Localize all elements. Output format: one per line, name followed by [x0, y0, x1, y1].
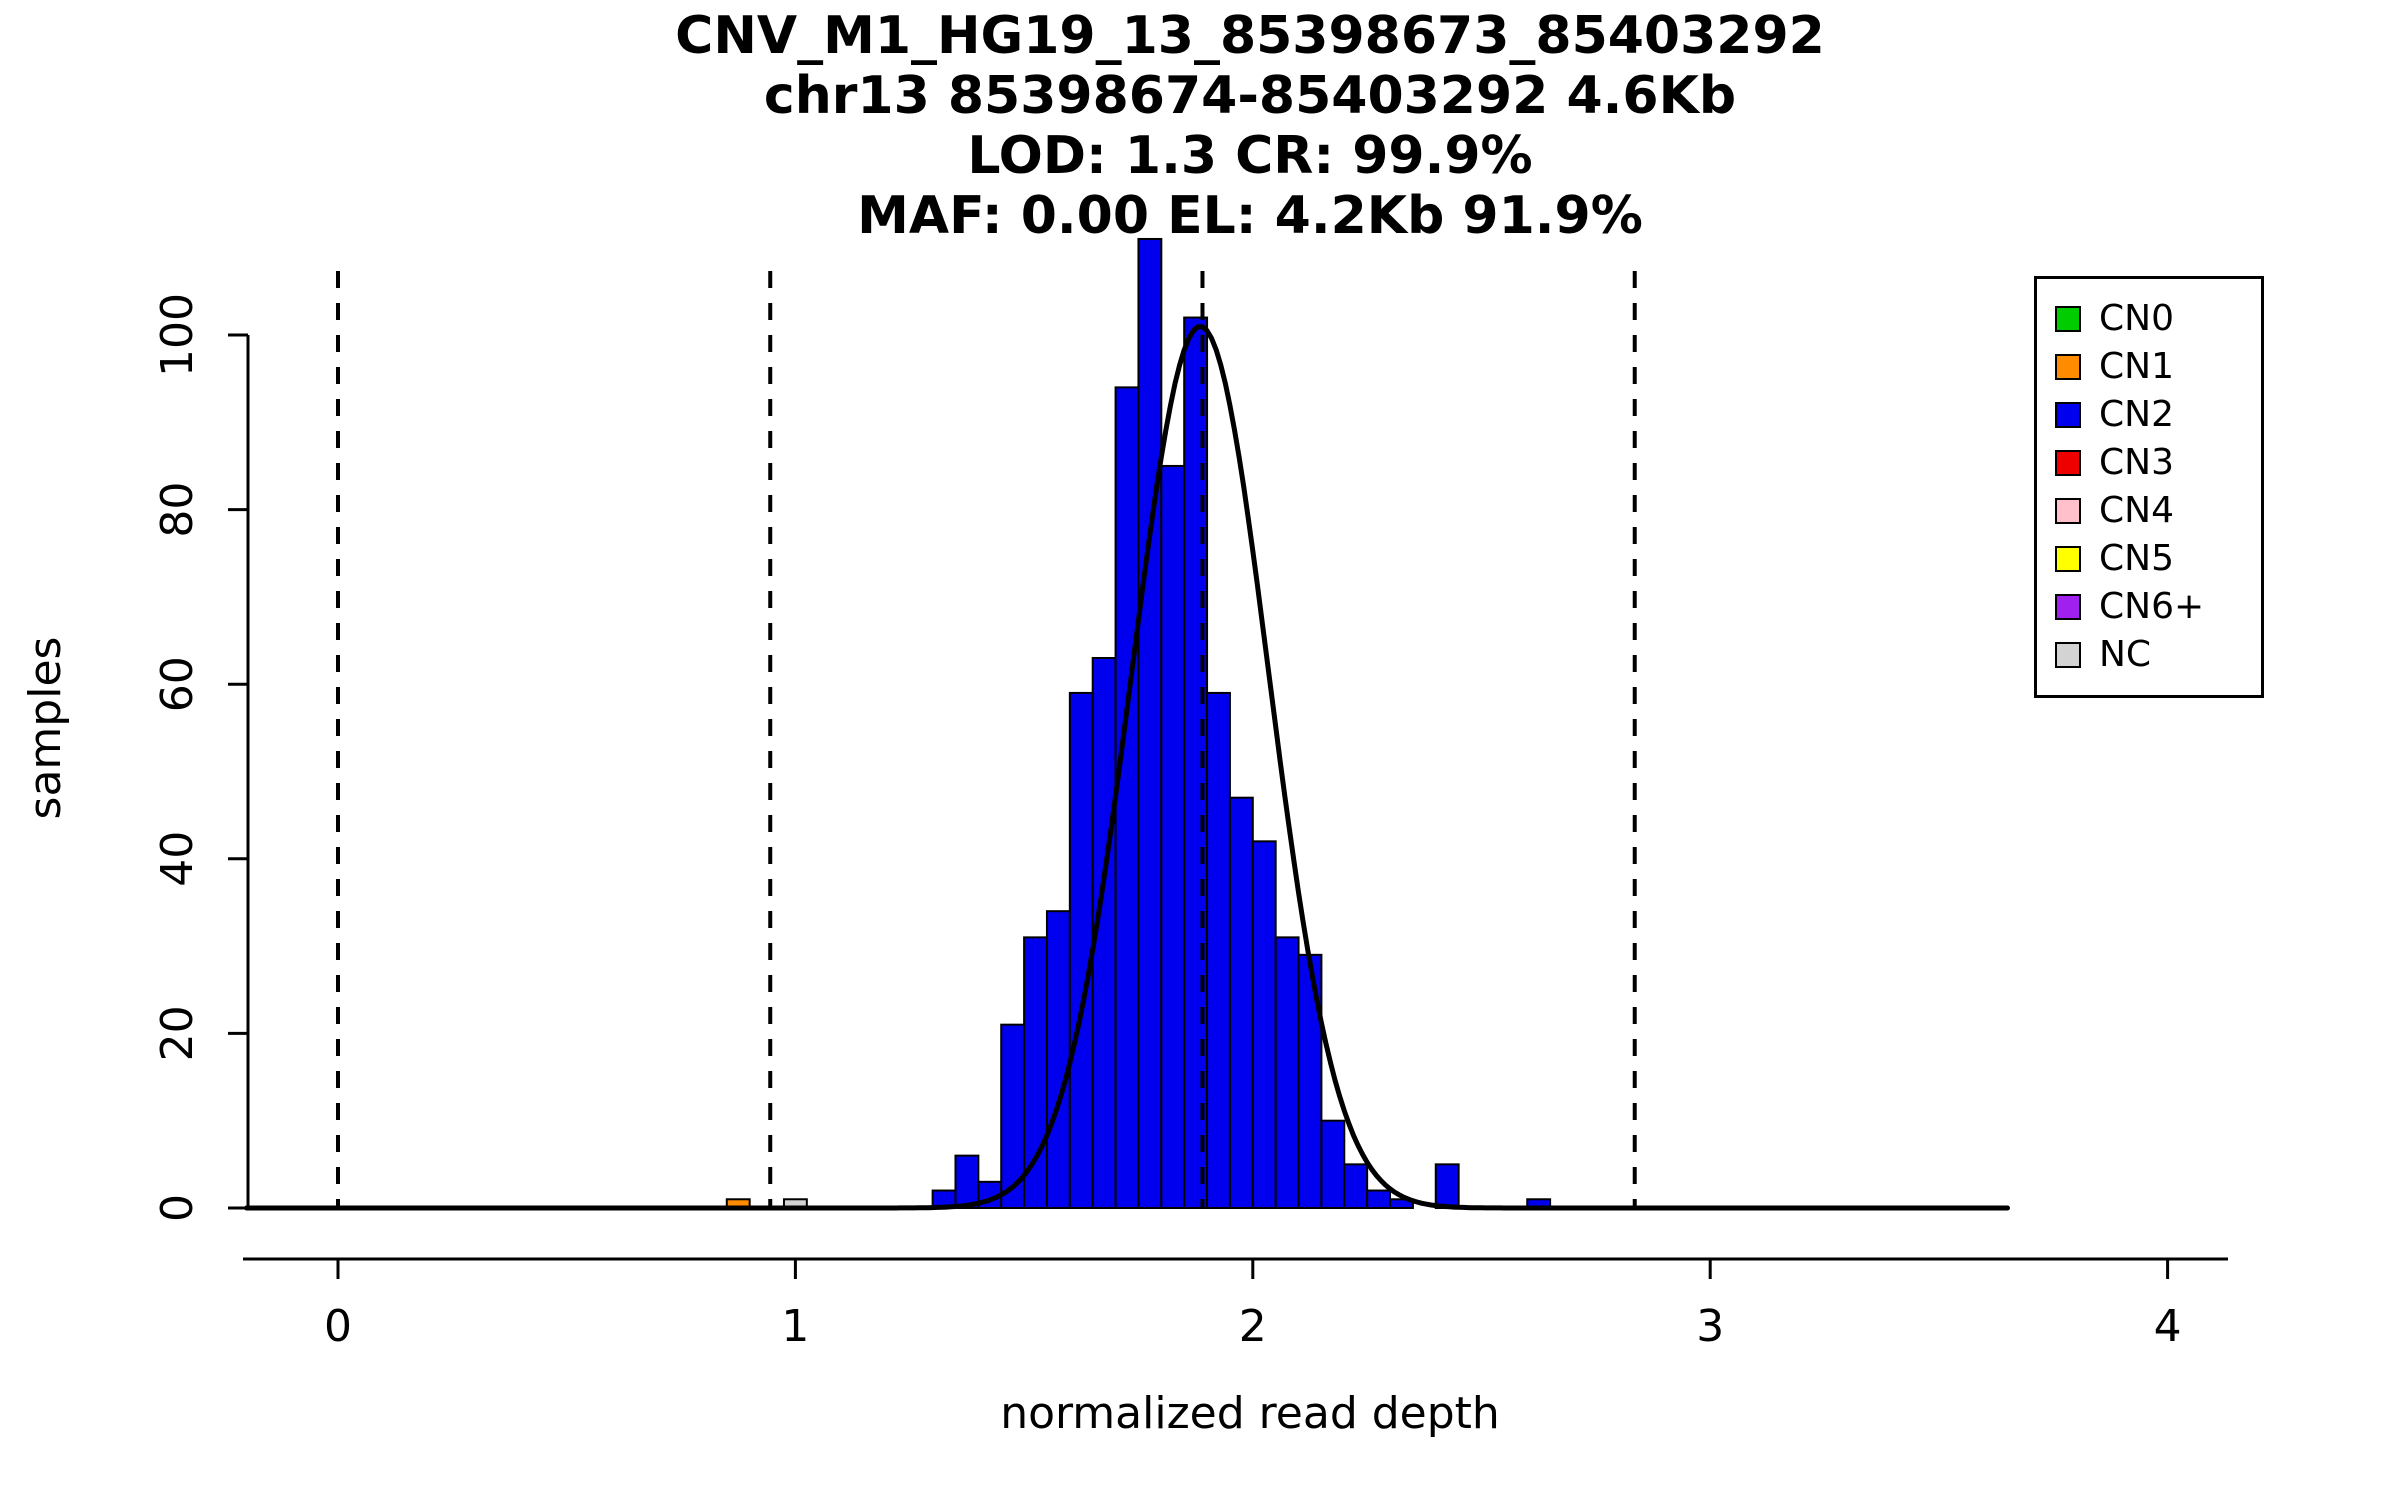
histogram-bar-cn2	[1320, 1119, 1346, 1209]
y-axis-tick-label: 80	[152, 482, 203, 538]
plot-title-line-3: LOD: 1.3 CR: 99.9%	[967, 126, 1533, 186]
plot-title-line-4: MAF: 0.00 EL: 4.2Kb 91.9%	[857, 186, 1643, 246]
histogram-bar-cn2	[1389, 1198, 1414, 1210]
legend-swatch-icon	[2055, 450, 2081, 476]
legend-swatch-icon	[2055, 354, 2081, 380]
x-axis-tick-label: 3	[1696, 1301, 1724, 1352]
histogram-bar-cn2	[954, 1154, 980, 1209]
fit-curve	[244, 324, 2010, 1211]
legend-swatch-icon	[2055, 306, 2081, 332]
histogram-bar-cn2	[1434, 1163, 1460, 1209]
histogram-bar-cn2	[1206, 691, 1231, 1209]
legend-item-cn6plus: CN6+	[2055, 583, 2261, 631]
legend-item-label: CN3	[2099, 442, 2174, 483]
x-axis-label: normalized read depth	[1000, 1388, 1500, 1439]
legend-item-label: CN4	[2099, 490, 2174, 531]
legend-item-label: NC	[2099, 634, 2152, 675]
plot-title-line-1: CNV_M1_HG19_13_85398673_85403292	[675, 6, 1825, 66]
x-axis-tick-label: 0	[324, 1301, 352, 1352]
y-axis-tick-label: 100	[152, 293, 203, 377]
histogram-bar-cn2	[1160, 464, 1186, 1209]
legend-item-nc: NC	[2055, 631, 2261, 679]
legend: CN0 CN1 CN2 CN3 CN4 CN5 CN6+ NC	[2034, 276, 2264, 698]
plot-title: CNV_M1_HG19_13_85398673_85403292 chr13 8…	[150, 6, 2350, 246]
legend-item-cn4: CN4	[2055, 487, 2261, 535]
legend-swatch-icon	[2055, 402, 2081, 428]
histogram-bar-cn2	[1045, 910, 1071, 1209]
y-axis-tick-label: 60	[152, 656, 203, 712]
histogram-bar-cn2	[1366, 1189, 1392, 1210]
histogram-bar-cn2	[1068, 691, 1094, 1209]
legend-swatch-icon	[2055, 498, 2081, 524]
legend-item-label: CN1	[2099, 346, 2174, 387]
legend-item-label: CN6+	[2099, 586, 2205, 627]
legend-swatch-icon	[2055, 546, 2081, 572]
histogram-bar-cn2	[1343, 1163, 1369, 1209]
plot-title-line-2: chr13 85398674-85403292 4.6Kb	[763, 66, 1737, 126]
y-axis-tick-label: 40	[152, 831, 203, 887]
histogram-bar-cn2	[1137, 237, 1163, 1210]
legend-item-label: CN0	[2099, 298, 2174, 339]
legend-item-cn3: CN3	[2055, 439, 2261, 487]
y-axis-tick-label: 20	[152, 1005, 203, 1061]
x-axis-tick-label: 1	[781, 1301, 809, 1352]
histogram-bar-cn2	[1228, 796, 1254, 1209]
legend-item-label: CN5	[2099, 538, 2174, 579]
legend-swatch-icon	[2055, 642, 2081, 668]
x-axis-tick-label: 4	[2154, 1301, 2182, 1352]
legend-item-label: CN2	[2099, 394, 2174, 435]
histogram-bar-cn2	[1251, 840, 1277, 1210]
y-axis-tick-label: 0	[152, 1194, 203, 1222]
legend-item-cn0: CN0	[2055, 295, 2261, 343]
legend-item-cn2: CN2	[2055, 391, 2261, 439]
legend-swatch-icon	[2055, 594, 2081, 620]
legend-item-cn5: CN5	[2055, 535, 2261, 583]
legend-item-cn1: CN1	[2055, 343, 2261, 391]
histogram-bar-cn2	[1274, 936, 1300, 1209]
x-axis-tick-label: 2	[1239, 1301, 1267, 1352]
y-axis-label: samples	[20, 636, 71, 820]
histogram-bar-cn2	[1114, 386, 1140, 1209]
